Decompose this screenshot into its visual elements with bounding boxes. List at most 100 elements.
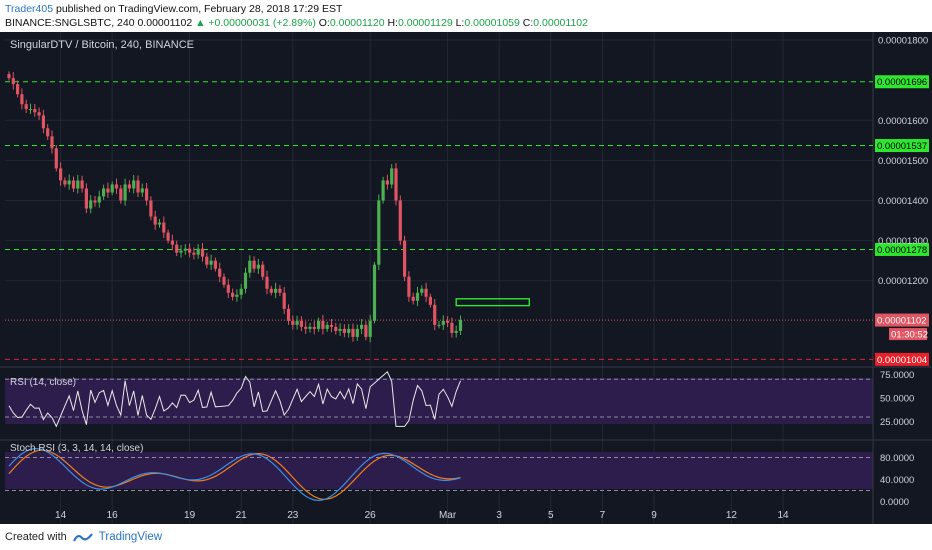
- candle-body: [256, 264, 260, 269]
- symbol-text: BINANCE:SNGLSBTC, 240: [5, 17, 135, 29]
- candle-body: [351, 328, 355, 337]
- x-tick-label: 12: [726, 510, 738, 521]
- x-tick-label: 14: [55, 510, 67, 521]
- rsi-tick-label: 25.0000: [880, 417, 914, 428]
- candle-body: [37, 112, 41, 116]
- open-value: 0.00001120: [329, 17, 385, 29]
- target-box: [455, 298, 531, 307]
- y-tick-label: 0.00001300: [878, 236, 928, 247]
- candle-body: [355, 328, 359, 337]
- level-tag: [875, 352, 929, 366]
- stoch-tick-label: 80.0000: [880, 453, 914, 464]
- x-tick-label: 9: [651, 510, 657, 521]
- y-tick-label: 0.00001800: [878, 36, 928, 47]
- candle-body: [334, 326, 338, 331]
- candle-body: [213, 260, 217, 269]
- candle-body: [33, 109, 37, 113]
- candles: [7, 71, 463, 343]
- candle-body: [16, 84, 20, 95]
- published-text: published on TradingView.com, February 2…: [55, 3, 343, 15]
- candle-body: [218, 268, 222, 277]
- high-value: 0.00001129: [397, 17, 453, 29]
- candle-body: [114, 184, 119, 189]
- rsi-band: [5, 378, 873, 424]
- tradingview-brand[interactable]: TradingView: [98, 531, 163, 543]
- stoch-tick-label: 0.0000: [880, 497, 909, 508]
- horizontal-levels[interactable]: 0.00001696 0.00001537 0.00001278 0.00001004…: [5, 75, 929, 366]
- oscillators: 75.0000 50.0000 25.0000 80.0000 40.0000 0.000…: [5, 370, 914, 508]
- candle-body: [157, 222, 162, 225]
- last-price-label: 0.00001102: [877, 316, 927, 327]
- candle-body: [97, 196, 101, 203]
- candle-body: [132, 180, 136, 189]
- candle-body: [59, 168, 63, 181]
- candle-body: [50, 136, 54, 149]
- candle-body: [304, 326, 308, 329]
- candle-body: [170, 240, 174, 245]
- candle-body: [329, 324, 334, 327]
- candle-body: [84, 188, 88, 209]
- candle-body: [192, 252, 196, 255]
- candle-body: [411, 296, 415, 301]
- candle-body: [360, 324, 364, 329]
- candle-body: [454, 330, 458, 333]
- x-tick-label: 26: [365, 510, 377, 521]
- y-tick-label: 0.00001500: [878, 156, 928, 167]
- candle-body: [76, 180, 80, 189]
- rsi-tick-label: 50.0000: [880, 394, 914, 405]
- last-price-tag: [875, 313, 929, 327]
- candle-body: [321, 320, 325, 329]
- x-tick-label: 3: [496, 510, 502, 521]
- low-label: L:: [455, 17, 465, 29]
- footer: Created with TradingView: [5, 531, 162, 543]
- level-tag: [875, 139, 929, 153]
- candle-body: [239, 288, 243, 295]
- close-label: C:: [522, 17, 534, 29]
- candle-body: [11, 78, 15, 85]
- created-with-text: Created with: [5, 531, 67, 543]
- rsi-title: RSI (14, close): [10, 377, 76, 388]
- candle-body: [188, 248, 192, 253]
- candle-body: [441, 320, 445, 325]
- candle-body: [89, 200, 93, 209]
- x-tick-label: 16: [107, 510, 119, 521]
- level-label: 0.00001278: [877, 245, 927, 256]
- x-tick-label: 23: [287, 510, 299, 521]
- candle-body: [166, 232, 170, 241]
- candle-body: [179, 250, 183, 253]
- rsi-line: [8, 370, 461, 428]
- x-tick-label: 19: [184, 510, 196, 521]
- level-tag: [875, 242, 929, 256]
- stoch-d-line: [8, 449, 461, 500]
- candle-body: [265, 276, 269, 289]
- candle-body: [381, 180, 385, 201]
- candle-body: [41, 115, 45, 129]
- low-value: 0.00001059: [464, 17, 520, 29]
- last-price-text: 0.00001102: [137, 17, 193, 29]
- level-tag: [875, 75, 929, 89]
- y-tick-label: 0.00001200: [878, 276, 928, 287]
- candle-body: [175, 244, 179, 253]
- symbol-line: BINANCE:SNGLSBTC, 240 0.00001102 ▲ +0.00…: [5, 17, 588, 29]
- candle-body: [385, 180, 389, 185]
- level-label: 0.00001537: [877, 141, 927, 152]
- candle-body: [67, 180, 71, 185]
- candle-body: [248, 260, 252, 273]
- candle-body: [209, 260, 213, 265]
- candle-body: [394, 168, 398, 201]
- stoch-k-line: [8, 447, 461, 502]
- candle-body: [308, 326, 312, 329]
- tradingview-logo-icon: [72, 532, 93, 542]
- author-link[interactable]: Trader405: [5, 3, 54, 15]
- candle-body: [28, 109, 33, 111]
- candle-body: [127, 184, 131, 189]
- candle-body: [71, 180, 76, 189]
- candle-body: [63, 180, 67, 185]
- candle-body: [458, 320, 463, 331]
- candle-body: [46, 128, 50, 137]
- candle-body: [291, 320, 295, 325]
- candle-body: [20, 94, 24, 105]
- candle-body: [278, 288, 282, 293]
- candle-body: [183, 248, 187, 251]
- price-chart[interactable]: 0.00001696 0.00001537 0.00001278 0.00001004…: [0, 32, 932, 527]
